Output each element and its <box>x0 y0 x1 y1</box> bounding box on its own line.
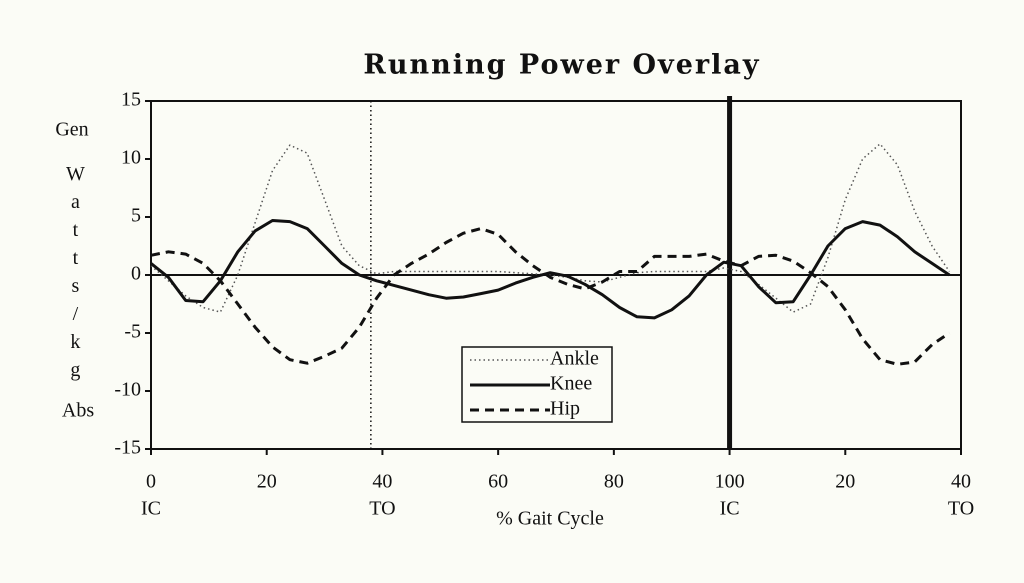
x-tick-label: 80 <box>604 471 624 493</box>
x-tick-label: 100 <box>715 471 745 493</box>
y-tick-label: -15 <box>114 437 141 459</box>
x-tick-label: 40 <box>951 471 971 493</box>
event-label: IC <box>141 498 161 520</box>
event-label: IC <box>720 498 740 520</box>
y-tick-label: 15 <box>121 89 141 111</box>
x-tick-label: 20 <box>257 471 277 493</box>
x-tick-label: 60 <box>488 471 508 493</box>
x-axis-label: % Gait Cycle <box>496 508 604 530</box>
x-tick-label: 40 <box>372 471 392 493</box>
series-line <box>150 143 951 313</box>
legend-label: Hip <box>550 398 580 420</box>
x-tick-label: 0 <box>146 471 156 493</box>
y-label-bottom: Abs <box>62 400 94 422</box>
event-label: TO <box>369 498 395 520</box>
series-line <box>150 219 951 320</box>
y-tick-label: 0 <box>131 263 141 285</box>
x-tick-label: 20 <box>835 471 855 493</box>
event-label: TO <box>948 498 974 520</box>
legend-label: Knee <box>550 373 592 395</box>
y-tick-label: 5 <box>131 205 141 227</box>
chart-title: Running Power Overlay <box>363 50 760 81</box>
legend-label: Ankle <box>550 348 599 370</box>
series-line <box>150 227 951 366</box>
y-tick-label: -10 <box>114 379 141 401</box>
y-axis-label: Watts/kg <box>64 163 86 387</box>
y-tick-label: 10 <box>121 147 141 169</box>
y-label-top: Gen <box>55 119 88 141</box>
y-tick-label: -5 <box>124 321 141 343</box>
